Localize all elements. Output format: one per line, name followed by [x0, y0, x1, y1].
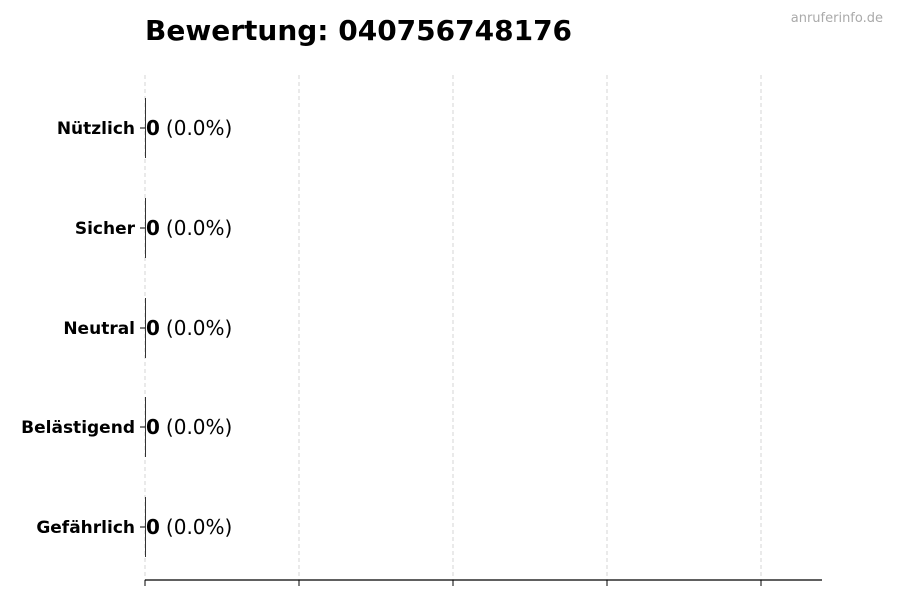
data-label: 0 (0.0%) [146, 415, 232, 439]
count-label: 0 [146, 116, 160, 140]
percent-label: (0.0%) [166, 116, 232, 140]
count-label: 0 [146, 415, 160, 439]
y-tick-label: Sicher [75, 219, 136, 239]
data-label: 0 (0.0%) [146, 116, 232, 140]
y-tick-label: Gefährlich [36, 518, 135, 538]
y-tick-label: Belästigend [21, 418, 135, 438]
percent-label: (0.0%) [166, 515, 232, 539]
count-label: 0 [146, 216, 160, 240]
count-label: 0 [146, 515, 160, 539]
percent-label: (0.0%) [166, 415, 232, 439]
data-label: 0 (0.0%) [146, 515, 232, 539]
chart-title: Bewertung: 040756748176 [145, 14, 572, 47]
count-label: 0 [146, 316, 160, 340]
data-label: 0 (0.0%) [146, 216, 232, 240]
data-label: 0 (0.0%) [146, 316, 232, 340]
watermark: anruferinfo.de [791, 11, 883, 26]
y-tick-label: Neutral [63, 319, 135, 339]
percent-label: (0.0%) [166, 316, 232, 340]
y-tick-label: Nützlich [57, 119, 135, 139]
percent-label: (0.0%) [166, 216, 232, 240]
